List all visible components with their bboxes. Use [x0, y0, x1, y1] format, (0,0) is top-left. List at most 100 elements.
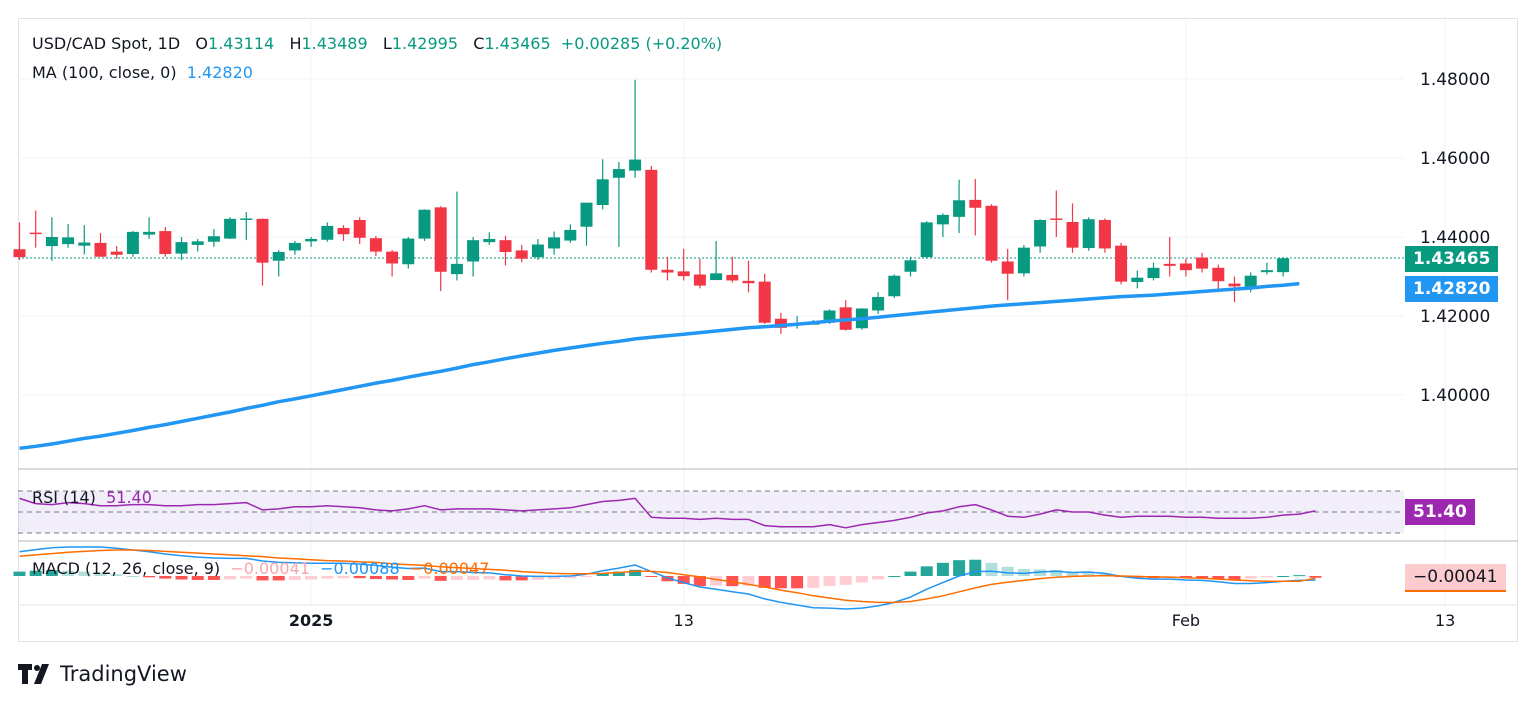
candle-body — [612, 169, 625, 178]
macd-tag: −0.00041 — [1405, 564, 1506, 592]
macd-hist-bar — [661, 576, 674, 582]
candle-body — [580, 202, 593, 227]
macd-hist-bar — [272, 576, 285, 581]
macd-hist-bar — [953, 560, 966, 576]
candle-body — [78, 242, 91, 246]
macd-hist-bar — [305, 576, 318, 580]
macd-hist-bar — [467, 576, 480, 580]
candle-body — [1017, 247, 1030, 274]
candle-body — [450, 263, 463, 275]
macd-hist-bar — [1212, 576, 1225, 579]
macd-hist-bar — [774, 576, 787, 589]
macd-hist-bar — [596, 573, 609, 576]
y-axis[interactable]: 1.48000 1.46000 1.44000 1.42000 1.40000 — [1420, 70, 1490, 406]
x-tick-label: 2025 — [289, 611, 334, 630]
macd-hist-bar — [353, 576, 366, 579]
macd-hist-bar — [45, 570, 58, 576]
chart-frame — [18, 18, 1518, 642]
candle-body — [434, 207, 447, 272]
macd-hist-bar — [369, 576, 382, 580]
candle-body — [515, 250, 528, 259]
candle-body — [483, 238, 496, 243]
candle-body — [1050, 218, 1063, 220]
macd-hist-bar — [1082, 572, 1095, 576]
candle-body — [1115, 245, 1128, 282]
macd-hist-bar — [936, 562, 949, 576]
candle-body — [936, 214, 949, 225]
macd-hist-bar — [580, 576, 593, 577]
macd-hist-bar — [13, 571, 26, 576]
candle-body — [1001, 261, 1014, 274]
macd-hist-bar — [94, 572, 107, 576]
candle-body — [272, 252, 285, 261]
x-axis[interactable]: 202513Feb13Mar13Apr — [289, 611, 1536, 630]
macd-hist-bar — [175, 576, 188, 580]
candle-body — [710, 273, 723, 281]
macd-hist-bar — [450, 576, 463, 580]
macd-hist-bar — [1196, 576, 1209, 579]
macd-hist-bar — [1050, 569, 1063, 576]
macd-hist-bar — [531, 576, 544, 580]
high-label: H — [289, 34, 302, 53]
candle-body — [1244, 275, 1257, 288]
candle-body — [1196, 257, 1209, 269]
macd-hist-bar — [693, 576, 706, 587]
candle-body — [596, 179, 609, 206]
candle-body — [13, 249, 26, 258]
symbol-title[interactable]: USD/CAD Spot, 1D — [32, 34, 181, 53]
macd-hist-bar — [1017, 568, 1030, 576]
close-value: 1.43465 — [484, 34, 551, 53]
y-tick-label: 1.44000 — [1420, 228, 1490, 248]
candle-body — [904, 260, 917, 272]
macd-hist-bar — [207, 576, 220, 580]
rsi-value: 51.40 — [106, 488, 152, 507]
macd-hist-bar — [872, 576, 885, 580]
macd-hist-bar — [29, 570, 42, 576]
candle-body — [693, 274, 706, 286]
candle-body — [288, 242, 301, 251]
ma-label[interactable]: MA (100, close, 0) — [32, 63, 177, 82]
macd-legend: MACD (12, 26, close, 9) −0.00041 −0.0008… — [32, 559, 489, 578]
tradingview-logo[interactable]: TradingView — [18, 660, 187, 688]
macd-hist-bar — [386, 576, 399, 580]
candle-body — [1163, 263, 1176, 266]
macd-hist-bar — [143, 576, 156, 578]
rsi-label[interactable]: RSI (14) — [32, 488, 96, 507]
macd-signal-value: −0.00047 — [409, 559, 490, 578]
candle-body — [1098, 220, 1111, 249]
macd-hist-bar — [969, 559, 982, 576]
macd-hist-bar — [920, 566, 933, 576]
rsi-tag: 51.40 — [1405, 499, 1475, 525]
macd-hist-bar — [612, 571, 625, 576]
macd-hist-value: −0.00041 — [230, 559, 310, 578]
ma-value: 1.42820 — [186, 63, 253, 82]
macd-hist-bar — [191, 576, 204, 580]
candle-body — [305, 238, 318, 242]
macd-hist-bar — [888, 576, 901, 577]
macd-line-value: −0.00088 — [320, 559, 400, 578]
macd-hist-bar — [807, 576, 820, 588]
macd-hist-bar — [645, 576, 658, 577]
candle-body — [467, 240, 480, 262]
macd-hist-bar — [1001, 566, 1014, 576]
macd-hist-bar — [78, 571, 91, 576]
candle-body — [1260, 270, 1273, 273]
macd-hist-bar — [1309, 576, 1322, 578]
candle-body — [240, 218, 253, 220]
open-label: O — [195, 34, 209, 53]
candle-body — [548, 237, 561, 249]
candle-body — [29, 232, 42, 235]
macd-label[interactable]: MACD (12, 26, close, 9) — [32, 559, 221, 578]
candle-body — [1179, 263, 1192, 271]
macd-hist-bar — [321, 576, 334, 579]
macd-hist-bar — [1277, 576, 1290, 577]
macd-hist-bar — [515, 576, 528, 581]
high-value: 1.43489 — [301, 34, 368, 53]
macd-hist-bar — [677, 576, 690, 584]
macd-hist-bar — [418, 576, 431, 579]
candle-body — [872, 297, 885, 311]
candle-body — [175, 242, 188, 254]
macd-hist-bar — [1244, 576, 1257, 579]
x-tick-label: 13 — [674, 611, 694, 630]
